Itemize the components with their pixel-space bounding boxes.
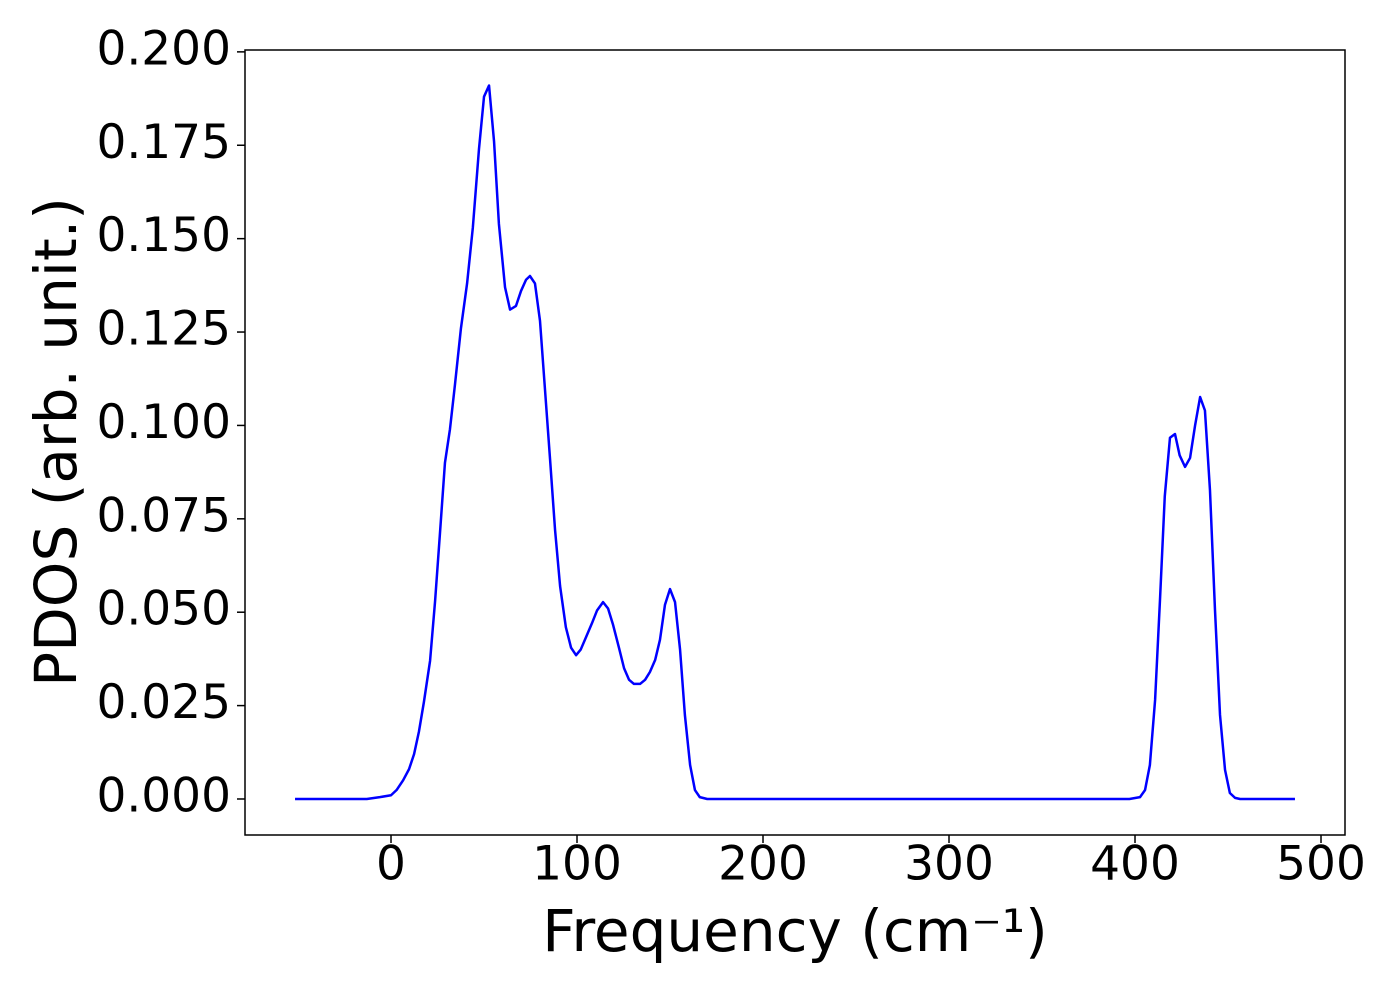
x-tick-label: 400 bbox=[1090, 837, 1180, 892]
x-tick-label: 200 bbox=[718, 837, 808, 892]
y-tick-label: 0.200 bbox=[96, 21, 231, 76]
x-tick-label: 500 bbox=[1276, 837, 1366, 892]
y-tick-label: 0.025 bbox=[96, 675, 231, 730]
y-tick-label: 0.175 bbox=[96, 115, 231, 170]
x-tick-label: 300 bbox=[904, 837, 994, 892]
y-tick-label: 0.050 bbox=[96, 582, 231, 637]
y-tick-label: 0.100 bbox=[96, 395, 231, 450]
x-tick-label: 0 bbox=[376, 837, 406, 892]
y-tick-label: 0.000 bbox=[96, 768, 231, 823]
x-axis-title: Frequency (cm⁻¹) bbox=[542, 897, 1048, 965]
y-axis-title: PDOS (arb. unit.) bbox=[22, 197, 90, 687]
y-tick-label: 0.075 bbox=[96, 488, 231, 543]
x-tick-label: 100 bbox=[532, 837, 622, 892]
y-tick-label: 0.150 bbox=[96, 208, 231, 263]
y-tick-label: 0.125 bbox=[96, 302, 231, 357]
plot-frame bbox=[244, 49, 1346, 836]
data-line bbox=[295, 84, 1295, 801]
